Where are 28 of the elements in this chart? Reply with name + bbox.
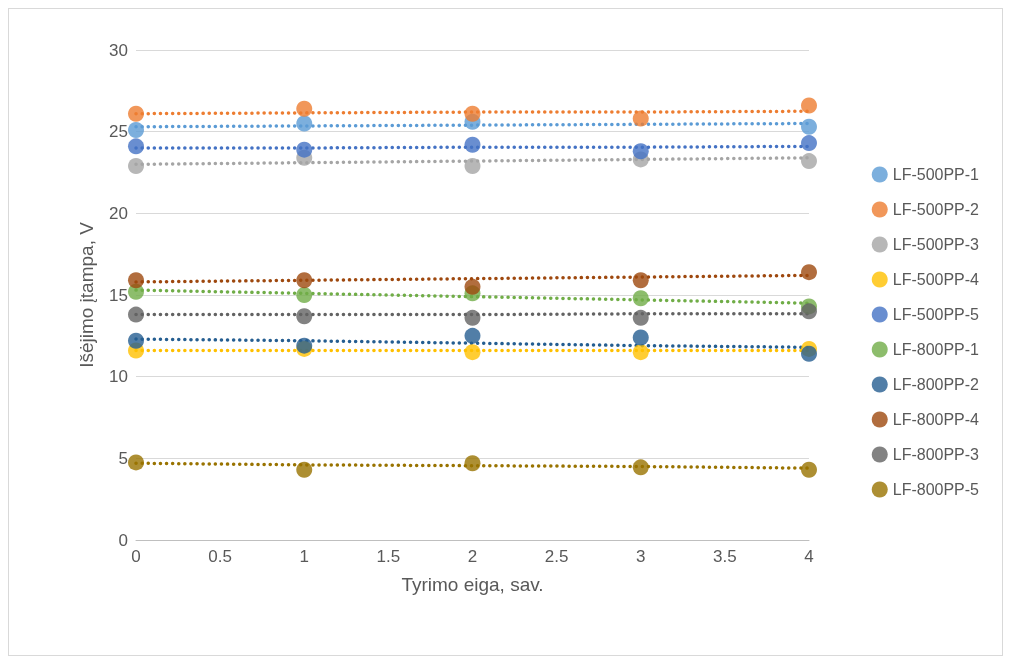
x-tick-label: 2 bbox=[467, 547, 478, 566]
y-tick-label: 10 bbox=[109, 367, 128, 387]
legend-label: LF-800PP-4 bbox=[892, 411, 980, 428]
y-tick-label: 15 bbox=[109, 285, 128, 305]
legend-label: LF-500PP-1 bbox=[892, 166, 980, 183]
y-tick-label: 30 bbox=[109, 40, 128, 60]
x-tick-label: 1.5 bbox=[376, 547, 401, 566]
legend-label: LF-800PP-1 bbox=[892, 341, 980, 358]
y-axis-title: Išėjimo įtampa, V bbox=[76, 221, 97, 368]
legend-label: LF-800PP-2 bbox=[892, 376, 980, 393]
y-tick-label: 25 bbox=[109, 122, 128, 142]
x-tick-label: 3.5 bbox=[713, 547, 737, 566]
legend-label: LF-500PP-5 bbox=[892, 306, 980, 323]
legend-label: LF-800PP-5 bbox=[892, 481, 980, 498]
x-tick-label: 2.5 bbox=[544, 547, 569, 566]
x-tick-label: 0.5 bbox=[208, 547, 232, 566]
x-tick-label: 4 bbox=[804, 547, 814, 566]
legend-label: LF-500PP-4 bbox=[892, 271, 980, 288]
y-tick-label: 5 bbox=[118, 448, 128, 468]
x-tick-label: 3 bbox=[636, 547, 646, 566]
legend-label: LF-800PP-3 bbox=[892, 446, 980, 463]
x-tick-label: 0 bbox=[131, 547, 141, 566]
legend-label: LF-500PP-2 bbox=[892, 201, 980, 218]
x-axis-title: Tyrimo eiga, sav. bbox=[401, 574, 544, 595]
y-tick-label: 0 bbox=[118, 530, 128, 550]
legend-label: LF-500PP-3 bbox=[892, 236, 980, 253]
y-tick-label: 20 bbox=[109, 203, 128, 223]
x-tick-label: 1 bbox=[299, 547, 309, 566]
